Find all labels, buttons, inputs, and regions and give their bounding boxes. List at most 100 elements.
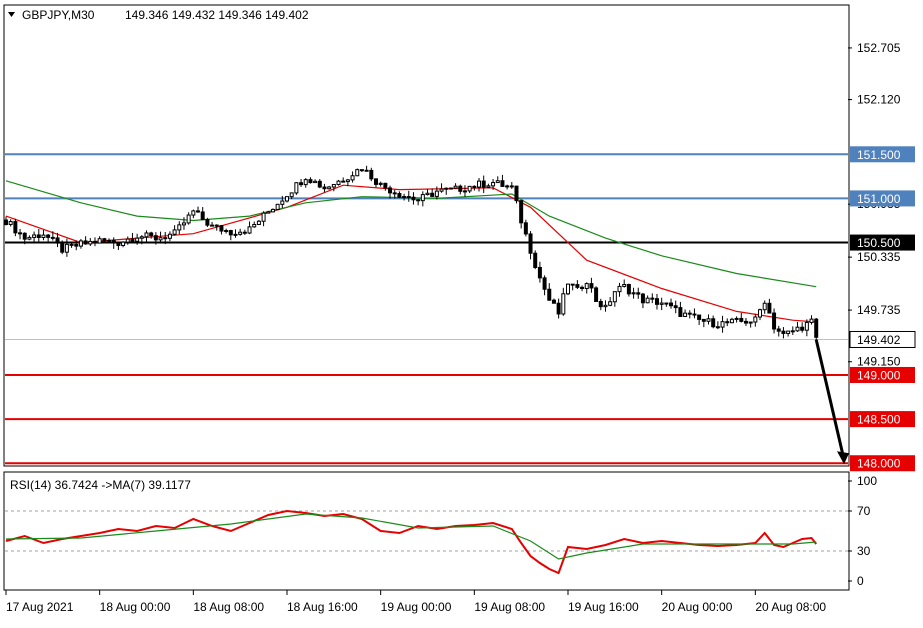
candle-body: [139, 236, 144, 239]
candle-body: [781, 330, 786, 334]
candle-body: [758, 309, 763, 318]
candle-body: [767, 302, 772, 314]
level-tag-bg-148.000: [850, 455, 915, 472]
symbol-label: GBPJPY,M30: [22, 8, 95, 22]
candle-body: [739, 317, 744, 322]
candle-body: [453, 185, 458, 189]
candle-body: [280, 200, 285, 205]
level-tag-bg-150.500: [850, 234, 915, 251]
level-tag-151.000: 151.000: [857, 192, 901, 206]
candle-body: [589, 283, 594, 289]
candle-body: [542, 277, 547, 290]
current-price-tag-bg: [849, 330, 916, 348]
candle-body: [303, 179, 308, 186]
candle-body: [266, 211, 271, 214]
time-tick-label: 19 Aug 16:00: [568, 600, 639, 614]
candle-body: [397, 193, 402, 198]
rsi-header-label: RSI(14) 36.7424 ->MA(7) 39.1177: [10, 478, 191, 492]
candle-body: [711, 318, 716, 328]
candle-body: [603, 304, 608, 308]
candle-body: [669, 302, 674, 307]
candle-body: [467, 185, 472, 192]
time-tick-label: 18 Aug 16:00: [287, 600, 358, 614]
candle-body: [205, 219, 210, 226]
candle-body: [4, 219, 8, 225]
candle-body: [640, 293, 645, 304]
rsi-tick-label: 30: [857, 544, 871, 558]
candle-body: [111, 239, 116, 244]
candle-body: [186, 214, 191, 224]
forecast-arrow-shaft: [814, 339, 845, 456]
candle-body: [692, 313, 697, 316]
level-tag-bg-149.000: [850, 366, 915, 383]
level-tag-149.000: 149.000: [857, 368, 901, 382]
candle-body: [701, 318, 706, 322]
candle-body: [617, 285, 622, 293]
candle-body: [528, 233, 533, 254]
candle-body: [256, 220, 261, 225]
candle-body: [64, 243, 69, 253]
candle-body: [556, 302, 561, 315]
price-panel-frame: [3, 4, 850, 467]
candle-body: [491, 182, 496, 187]
candle-body: [355, 169, 360, 177]
candle-body: [92, 240, 97, 244]
candle-body: [383, 182, 388, 189]
price-tick-label: 152.705: [857, 41, 901, 55]
candle-body: [514, 185, 519, 202]
candle-body: [631, 292, 636, 295]
symbol-dropdown-icon[interactable]: [8, 12, 15, 17]
candle-body: [566, 283, 570, 295]
price-tick-label: 152.120: [857, 93, 901, 107]
price-tick-label: 150.335: [857, 250, 901, 264]
candle-body: [153, 235, 158, 241]
level-tag-148.000: 148.000: [857, 457, 901, 471]
candle-body: [327, 186, 332, 190]
rsi-tick-label: 100: [857, 474, 877, 488]
candle-body: [144, 232, 149, 238]
candle-body: [472, 185, 477, 188]
candle-body: [83, 240, 88, 245]
time-tick-label: 20 Aug 00:00: [662, 600, 733, 614]
forecast-arrow: [814, 339, 849, 465]
candle-body: [725, 321, 730, 324]
candle-body: [523, 222, 528, 235]
candle-body: [294, 182, 299, 194]
candle-body: [734, 317, 739, 320]
candle-body: [505, 185, 510, 188]
candle-body: [210, 224, 215, 227]
candle-body: [687, 312, 692, 315]
candle-body: [809, 318, 814, 323]
candle-body: [149, 232, 154, 237]
candle-body: [331, 183, 336, 188]
candle-body: [313, 180, 318, 184]
candle-body: [622, 284, 627, 287]
candle-body: [402, 196, 407, 199]
candle-body: [336, 180, 341, 185]
candle-body: [285, 196, 289, 202]
candle-body: [322, 186, 327, 190]
candle-body: [317, 180, 322, 188]
candle-body: [125, 238, 130, 243]
time-tick-label: 19 Aug 00:00: [381, 600, 452, 614]
candle-body: [533, 252, 538, 268]
candle-body: [50, 236, 55, 239]
candle-body: [242, 231, 247, 234]
candle-body: [196, 210, 201, 213]
candle-body: [551, 299, 556, 304]
candle-body: [509, 185, 514, 188]
candle-body: [369, 169, 374, 180]
candle-body: [388, 187, 393, 194]
candle-body: [163, 237, 168, 240]
candle-body: [580, 286, 585, 289]
candle-body: [252, 223, 257, 228]
candle-body: [69, 243, 74, 246]
candle-body: [102, 238, 107, 242]
candle-body: [458, 185, 463, 192]
candle-body: [135, 237, 140, 242]
candle-body: [416, 199, 421, 202]
candle-body: [814, 318, 819, 338]
price-axis-ticks: 152.705152.120150.935150.335149.735149.1…: [848, 41, 901, 369]
candle-body: [261, 212, 266, 222]
